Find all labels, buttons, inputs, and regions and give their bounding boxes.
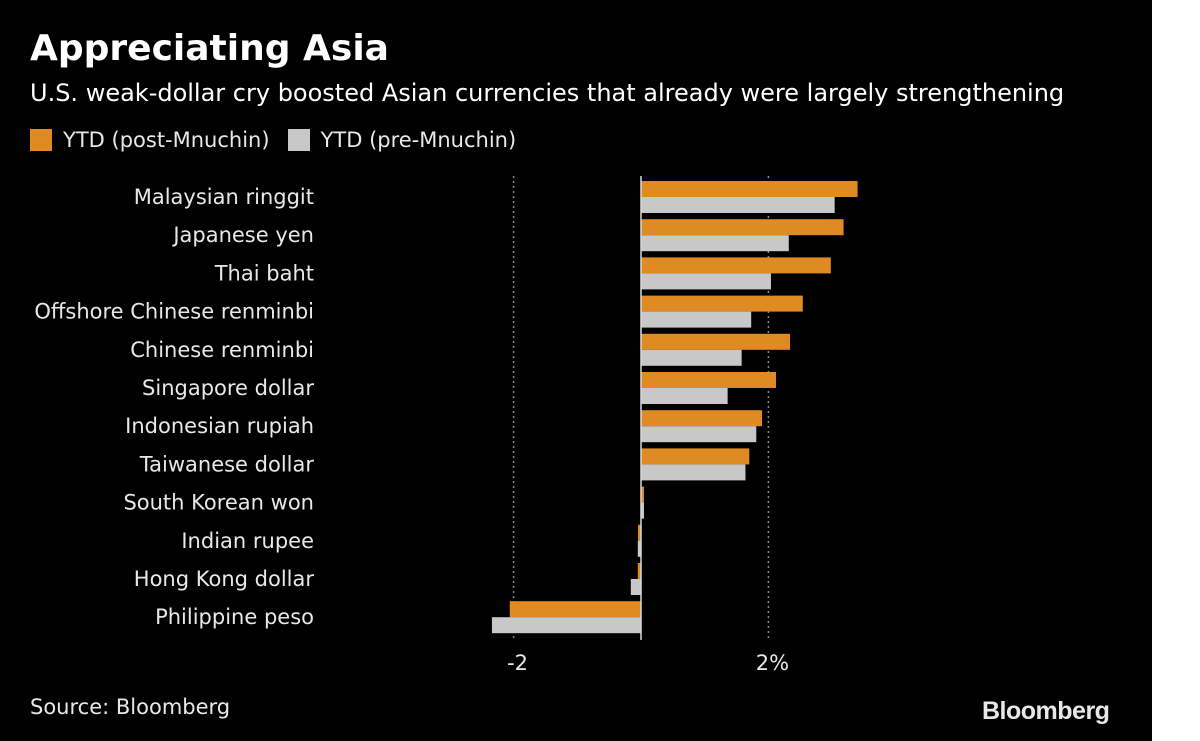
category-label-5: Singapore dollar — [142, 376, 314, 400]
bar-pre-10 — [630, 579, 641, 595]
legend-item-post: YTD (post-Mnuchin) — [30, 128, 270, 152]
bar-pre-8 — [641, 502, 644, 519]
legend: YTD (post-Mnuchin) YTD (pre-Mnuchin) — [30, 128, 534, 152]
category-label-0: Malaysian ringgit — [134, 185, 314, 209]
bar-pre-5 — [641, 388, 728, 404]
chart-frame: Appreciating Asia U.S. weak-dollar cry b… — [0, 0, 1152, 741]
category-label-7: Taiwanese dollar — [139, 452, 315, 476]
legend-label-post: YTD (post-Mnuchin) — [63, 128, 270, 152]
category-label-11: Philippine peso — [155, 605, 314, 629]
bar-pre-11 — [491, 617, 641, 634]
bar-post-3 — [641, 295, 803, 312]
bar-pre-6 — [641, 426, 757, 443]
bar-post-0 — [641, 181, 858, 197]
bar-post-4 — [641, 333, 791, 350]
bar-post-5 — [641, 372, 777, 388]
bar-post-11 — [509, 601, 641, 618]
category-label-8: South Korean won — [123, 491, 314, 515]
bar-pre-9 — [637, 540, 641, 557]
legend-swatch-post — [30, 129, 52, 151]
bar-post-1 — [641, 219, 844, 236]
x-tick-label-0: -2 — [507, 651, 528, 675]
legend-swatch-pre — [287, 129, 310, 151]
bar-post-8 — [641, 486, 644, 503]
category-label-3: Offshore Chinese renminbi — [34, 300, 314, 324]
source-note: Source: Bloomberg — [30, 695, 231, 719]
bar-pre-3 — [641, 311, 752, 328]
bar-pre-4 — [641, 349, 742, 366]
bar-post-7 — [641, 448, 750, 465]
category-label-10: Hong Kong dollar — [134, 567, 315, 591]
category-label-9: Indian rupee — [181, 529, 314, 553]
bar-chart: -2 2% Malaysian ringgit Japanese yen Thai ba… — [34, 176, 858, 675]
bar-post-10 — [637, 563, 641, 579]
bar-post-2 — [641, 257, 831, 274]
x-tick-label-1: 2% — [756, 651, 789, 675]
bar-pre-1 — [641, 235, 789, 252]
bar-pre-0 — [641, 197, 835, 213]
category-label-1: Japanese yen — [171, 223, 314, 247]
legend-label-pre: YTD (pre-Mnuchin) — [320, 128, 517, 152]
bar-post-9 — [638, 524, 641, 541]
category-label-6: Indonesian rupiah — [125, 414, 314, 438]
chart-title: Appreciating Asia — [30, 28, 389, 69]
bar-pre-2 — [641, 273, 771, 290]
bar-pre-7 — [641, 464, 746, 481]
category-label-2: Thai baht — [214, 261, 314, 285]
legend-item-pre: YTD (pre-Mnuchin) — [287, 128, 517, 152]
bloomberg-logo: Bloomberg — [982, 697, 1110, 725]
category-label-4: Chinese renminbi — [130, 338, 314, 362]
bar-post-6 — [641, 410, 763, 427]
chart-subtitle: U.S. weak-dollar cry boosted Asian curre… — [30, 79, 1065, 107]
